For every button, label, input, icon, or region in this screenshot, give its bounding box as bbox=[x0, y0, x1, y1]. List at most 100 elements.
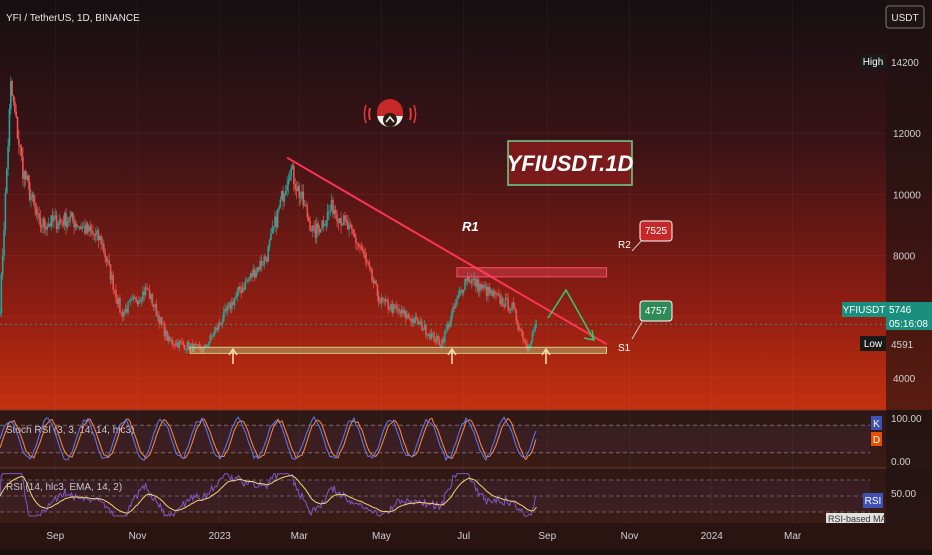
candle-body bbox=[61, 220, 63, 222]
candle-body bbox=[197, 344, 199, 345]
symbol-title[interactable]: YFI / TetherUS, 1D, BINANCE bbox=[6, 13, 140, 24]
r2-value: 7525 bbox=[645, 226, 668, 237]
candle-body bbox=[201, 350, 203, 353]
candle-body bbox=[0, 274, 3, 314]
price-axis-background bbox=[886, 0, 932, 523]
candle-body bbox=[399, 311, 402, 314]
time-tick-label: Sep bbox=[538, 531, 556, 542]
candle-body bbox=[438, 339, 441, 346]
candle-body bbox=[92, 231, 94, 235]
candle-body bbox=[282, 190, 284, 202]
candle-body bbox=[187, 342, 190, 350]
low-label: Low bbox=[864, 339, 883, 350]
candle-body bbox=[155, 304, 158, 317]
candle-body bbox=[425, 324, 427, 336]
candle-body bbox=[16, 116, 19, 139]
s1-callout-line bbox=[631, 321, 643, 340]
annotations: R1 R2 7525 S1 4757 bbox=[189, 156, 673, 364]
candle-body bbox=[249, 273, 252, 279]
candle-body bbox=[94, 233, 97, 236]
candle-body bbox=[111, 275, 113, 280]
candle-body bbox=[325, 220, 328, 226]
candle-body bbox=[244, 281, 247, 290]
time-tick-label: Jul bbox=[457, 531, 470, 542]
price-tick-label: 8000 bbox=[893, 252, 916, 263]
candle-body bbox=[262, 264, 264, 266]
candle-body bbox=[413, 318, 415, 324]
candle-body bbox=[4, 193, 7, 230]
candle-body bbox=[284, 190, 287, 195]
stoch-title[interactable]: Stoch RSI (3, 3, 14, 14, hlc3) bbox=[6, 425, 134, 436]
candle-body bbox=[164, 330, 167, 337]
candle-body bbox=[442, 339, 445, 342]
candle-body bbox=[515, 309, 518, 321]
candle-body bbox=[419, 321, 422, 323]
candle-body bbox=[138, 299, 140, 305]
candle-body bbox=[42, 218, 44, 228]
candle-body bbox=[491, 290, 493, 297]
candle-body bbox=[20, 147, 23, 157]
stoch-k-line bbox=[0, 416, 537, 462]
bounce-arrowhead-icon bbox=[541, 347, 551, 356]
rsi-title[interactable]: RSI (14, hlc3, EMA, 14, 2) bbox=[6, 482, 122, 493]
candle-body bbox=[388, 309, 391, 311]
candle-body bbox=[196, 344, 198, 345]
candle-body bbox=[170, 340, 172, 341]
candle-body bbox=[107, 260, 109, 262]
candle-body bbox=[396, 308, 399, 310]
candle-body bbox=[19, 145, 22, 148]
candle-body bbox=[351, 225, 353, 230]
candle-body bbox=[198, 344, 201, 347]
candle-body bbox=[210, 335, 213, 337]
time-tick-label: 2024 bbox=[701, 531, 724, 542]
candle-body bbox=[461, 289, 464, 293]
candle-body bbox=[200, 346, 202, 351]
candle-body bbox=[70, 212, 73, 217]
candle-body bbox=[429, 333, 431, 339]
candle-body bbox=[247, 279, 249, 282]
candle-body bbox=[427, 333, 430, 336]
candle-body bbox=[146, 287, 148, 290]
price-tick-label: 4000 bbox=[893, 374, 916, 385]
candle-body bbox=[231, 301, 233, 310]
candle-body bbox=[503, 305, 505, 308]
candle-body bbox=[353, 233, 356, 238]
candle-body bbox=[372, 280, 375, 284]
r1-trendline bbox=[286, 156, 608, 346]
high-value: 14200 bbox=[891, 58, 919, 69]
candle-body bbox=[98, 236, 101, 240]
main-pane-background bbox=[0, 0, 932, 410]
rsi-badge-label: RSI bbox=[865, 496, 882, 507]
candle-body bbox=[336, 213, 338, 222]
candle-body bbox=[297, 186, 299, 192]
candle-body bbox=[448, 323, 450, 327]
candle-body bbox=[225, 309, 228, 311]
candle-body bbox=[508, 310, 511, 312]
candle-body bbox=[264, 256, 267, 259]
candle-body bbox=[456, 298, 458, 305]
candle-body bbox=[74, 224, 77, 228]
candle-body bbox=[495, 293, 497, 295]
candle-body bbox=[243, 287, 245, 290]
rsi-lines bbox=[0, 472, 870, 518]
candle-body bbox=[485, 286, 488, 297]
candle-body bbox=[314, 226, 317, 238]
candle-body bbox=[156, 315, 159, 317]
candle-body bbox=[489, 290, 492, 294]
candle-body bbox=[23, 170, 26, 179]
candle-body bbox=[364, 254, 367, 260]
candle-body bbox=[484, 286, 487, 288]
candle-body bbox=[11, 81, 13, 96]
candle-body bbox=[430, 333, 433, 339]
candle-body bbox=[104, 252, 106, 258]
currency-button[interactable]: USDT bbox=[885, 5, 925, 29]
candle-body bbox=[221, 321, 224, 325]
candle-body bbox=[395, 306, 398, 309]
candle-body bbox=[39, 218, 42, 227]
candle-body bbox=[299, 197, 302, 199]
candle-body bbox=[263, 256, 266, 265]
candle-body bbox=[45, 226, 47, 230]
stoch-d-badge bbox=[871, 432, 882, 446]
candle-body bbox=[235, 295, 237, 299]
